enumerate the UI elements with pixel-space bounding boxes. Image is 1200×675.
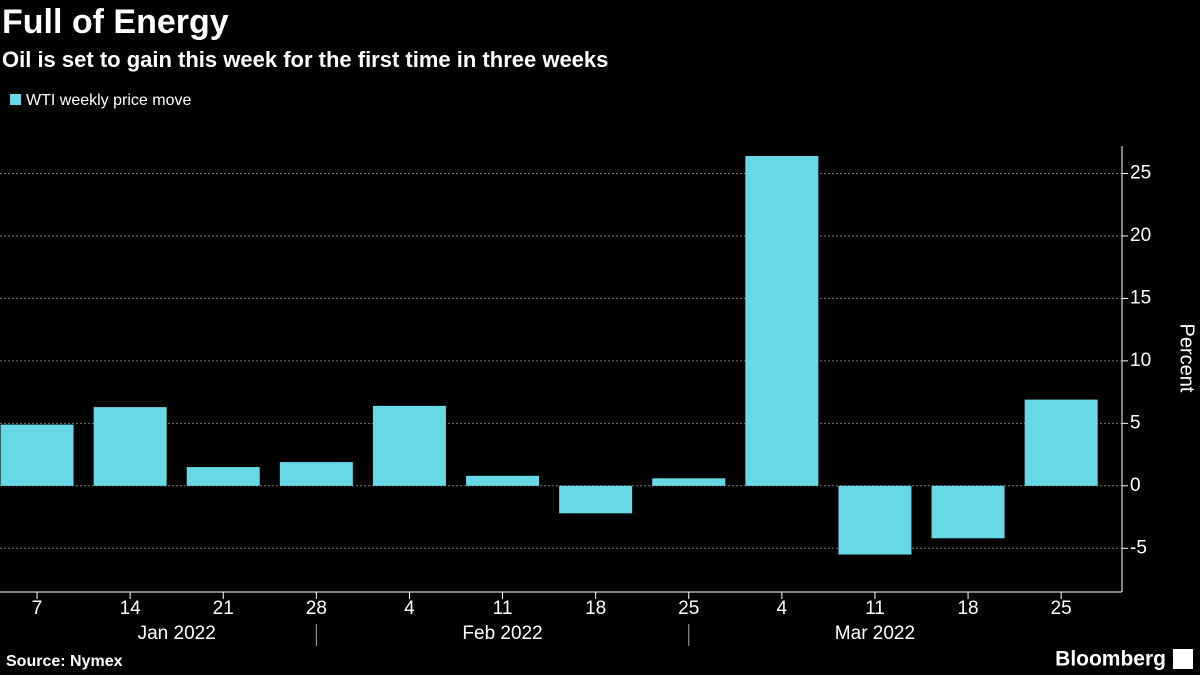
chart-title: Full of Energy — [2, 3, 229, 41]
x-tick-label: 25 — [1051, 598, 1072, 619]
x-tick-label: 11 — [865, 598, 885, 619]
bar — [838, 485, 912, 555]
bar — [652, 478, 726, 486]
x-tick-label: 18 — [957, 598, 978, 619]
x-tick-label: 4 — [777, 598, 788, 619]
x-tick-label: 11 — [493, 598, 513, 619]
x-tick-label: 4 — [404, 598, 415, 619]
bar — [0, 424, 74, 486]
x-tick-label: 18 — [585, 598, 606, 619]
x-tick-label: 28 — [306, 598, 327, 619]
x-tick-label: 14 — [120, 598, 142, 619]
y-tick-label: 25 — [1130, 163, 1151, 184]
bar — [279, 462, 353, 486]
bar — [186, 467, 260, 486]
bar — [93, 407, 167, 486]
brand: Bloomberg — [1055, 648, 1166, 671]
y-tick-label: 20 — [1130, 225, 1151, 246]
x-group-label: Mar 2022 — [835, 623, 915, 644]
chart-subtitle: Oil is set to gain this week for the fir… — [2, 47, 608, 72]
legend-swatch — [10, 94, 21, 105]
bar — [745, 155, 819, 486]
source: Source: Nymex — [6, 653, 123, 670]
brand-icon — [1173, 649, 1193, 669]
x-group-label: Feb 2022 — [462, 623, 542, 644]
x-tick-label: 25 — [678, 598, 699, 619]
bar — [466, 475, 540, 486]
legend-label: WTI weekly price move — [26, 92, 191, 109]
y-tick-label: 5 — [1130, 412, 1141, 433]
bar — [372, 405, 446, 486]
bar — [1024, 399, 1098, 486]
y-axis-label: Percent — [1176, 324, 1198, 393]
y-tick-label: 0 — [1130, 475, 1141, 496]
bar — [559, 485, 633, 514]
x-tick-label: 21 — [213, 598, 234, 619]
x-tick-label: 7 — [32, 598, 43, 619]
x-group-label: Jan 2022 — [138, 623, 216, 644]
y-tick-label: 15 — [1130, 287, 1151, 308]
bar — [931, 485, 1005, 539]
y-tick-label: -5 — [1130, 537, 1147, 558]
y-tick-label: 10 — [1130, 350, 1151, 371]
